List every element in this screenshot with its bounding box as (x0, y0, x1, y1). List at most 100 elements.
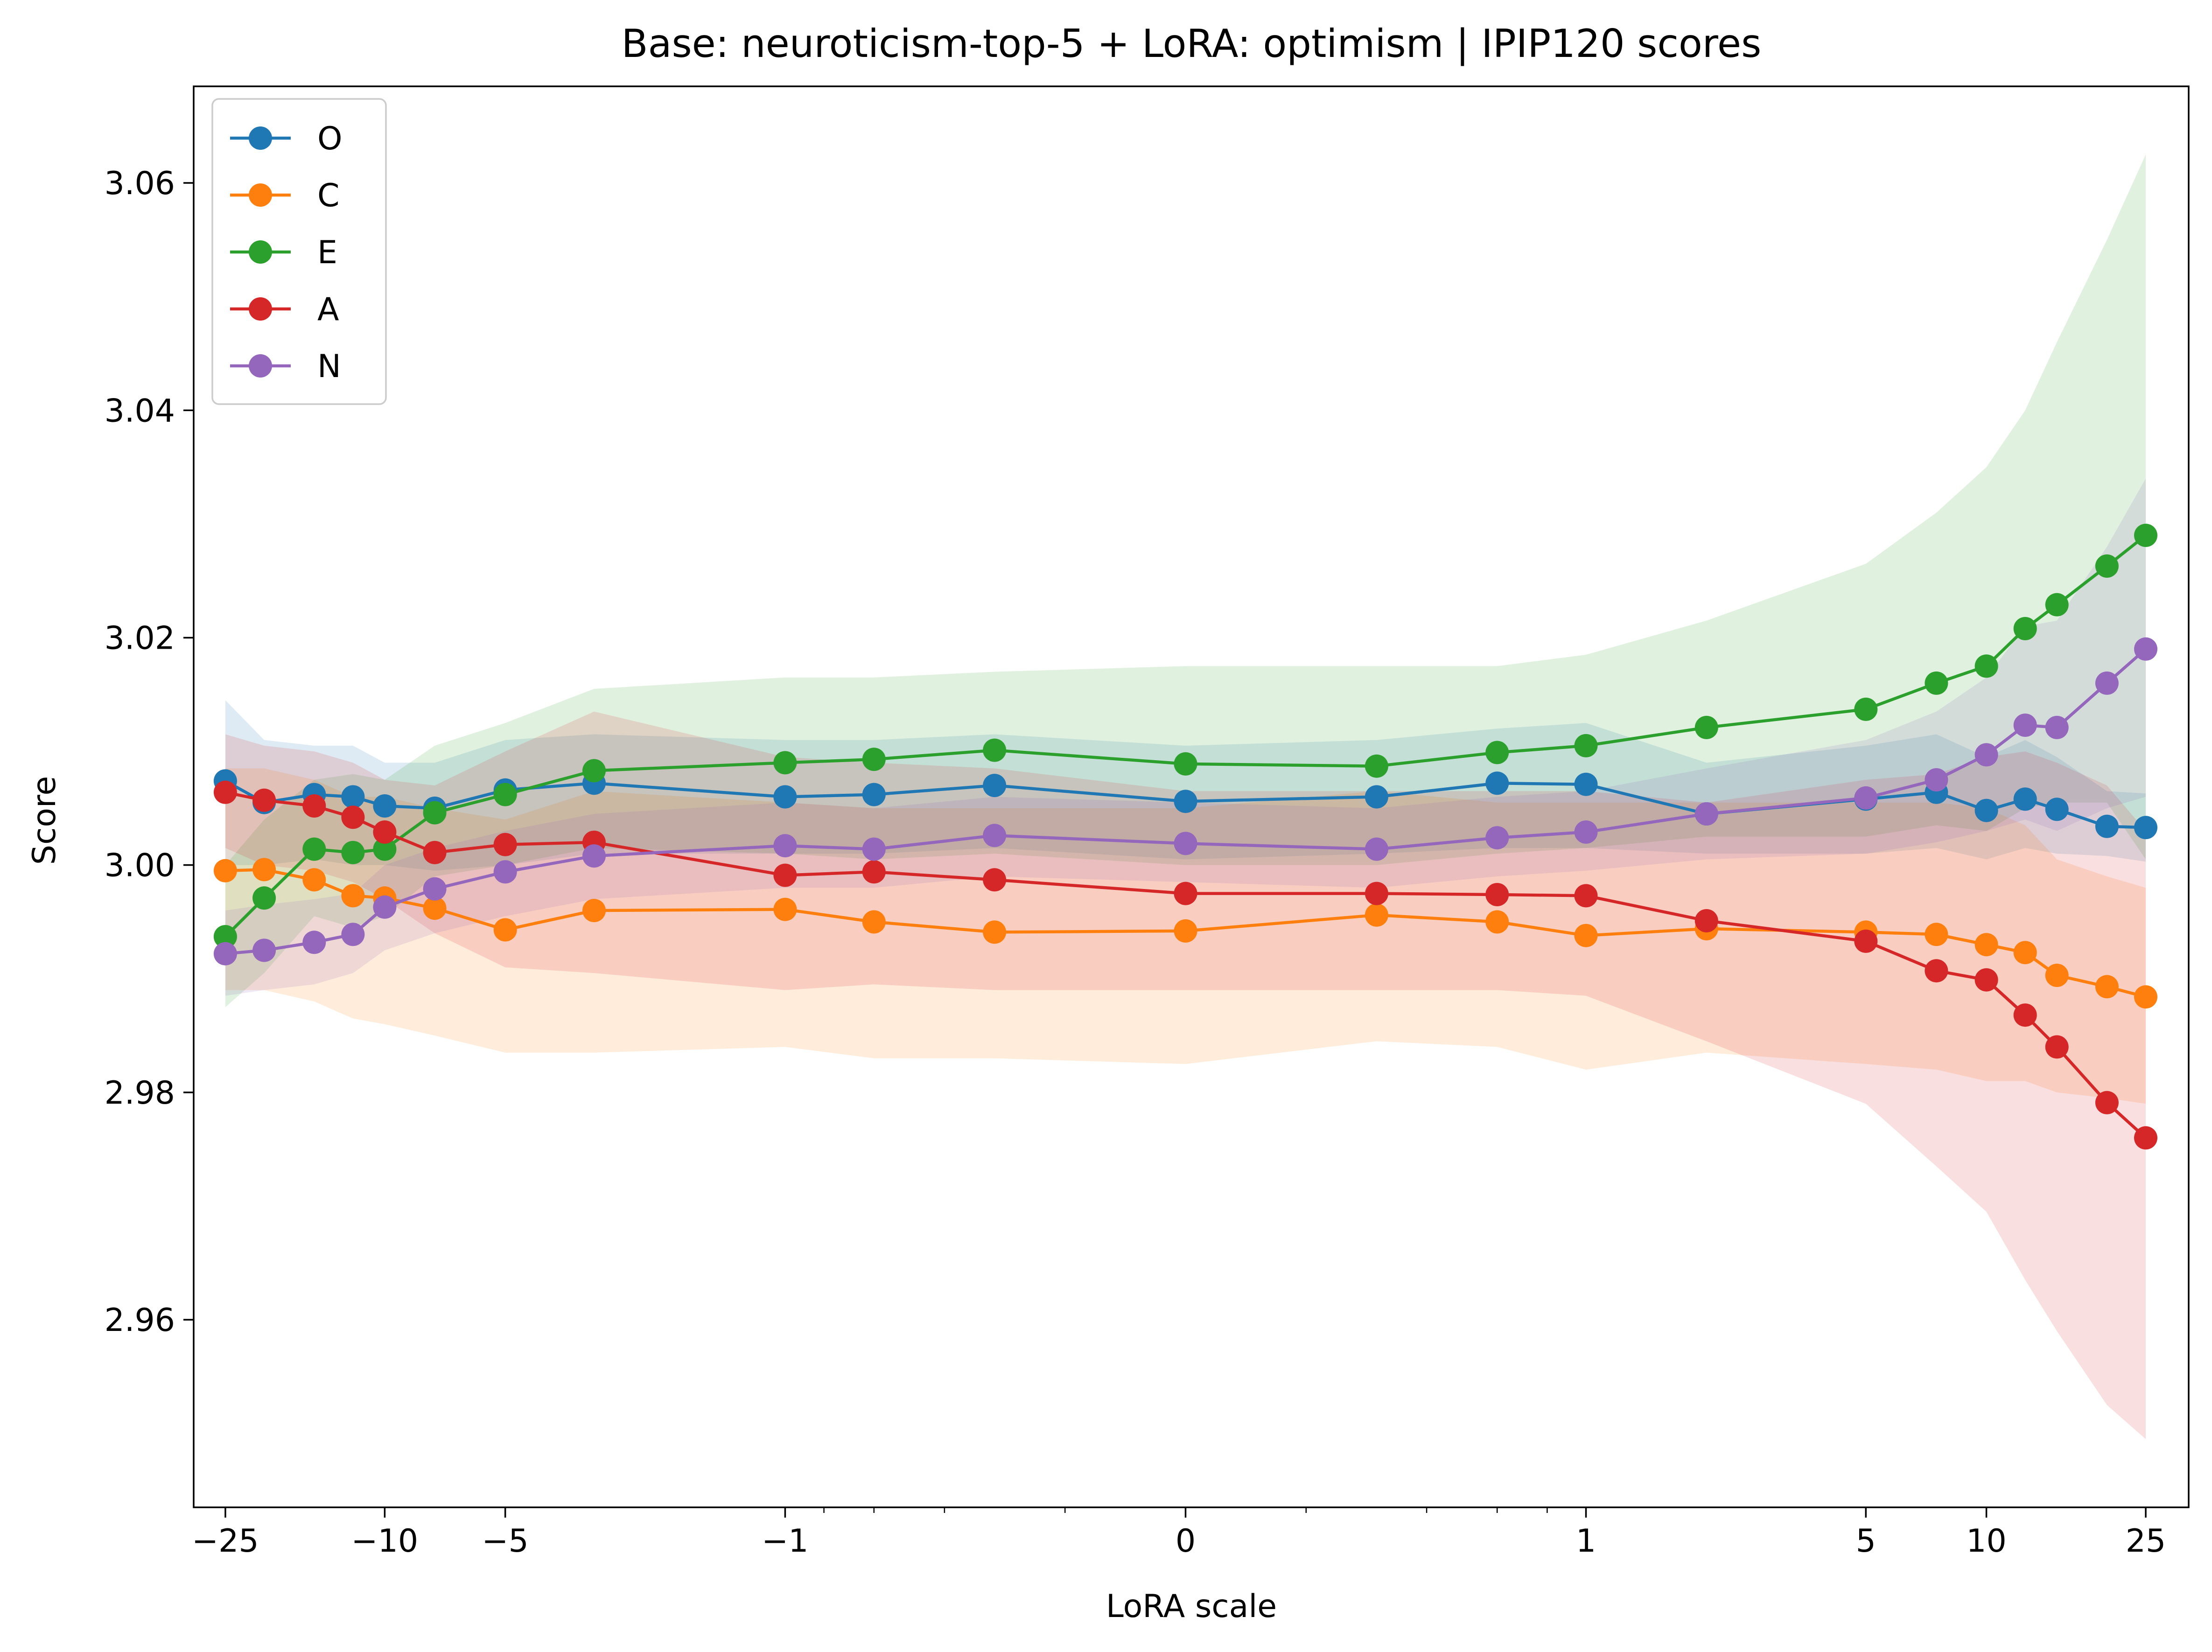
point-C-20 (2045, 964, 2069, 987)
x-axis-label: LoRA scale (1106, 1588, 1277, 1625)
point-E-21 (2095, 554, 2119, 578)
x-tick-label-0: −25 (192, 1523, 259, 1560)
point-O-20 (2045, 798, 2069, 821)
point-N-21 (2095, 671, 2119, 695)
point-E-22 (2134, 524, 2157, 547)
point-O-11 (1174, 790, 1197, 813)
y-axis-label: Score (26, 776, 63, 865)
y-tick-label-3: 3.02 (105, 620, 175, 657)
point-N-16 (1854, 786, 1878, 810)
x-tick-label-5: 1 (1576, 1523, 1596, 1560)
point-N-4 (373, 895, 397, 919)
legend-label-A: A (317, 291, 339, 328)
point-A-19 (2013, 1003, 2037, 1027)
point-N-13 (1485, 826, 1509, 850)
point-A-14 (1574, 884, 1598, 908)
point-E-16 (1854, 697, 1878, 721)
band-A (225, 711, 2146, 1439)
point-C-7 (582, 899, 606, 923)
point-N-11 (1174, 832, 1197, 855)
point-C-3 (341, 884, 365, 908)
point-N-10 (983, 824, 1007, 847)
point-E-3 (341, 840, 365, 864)
x-tick-label-4: 0 (1176, 1523, 1196, 1560)
point-N-22 (2134, 637, 2157, 661)
point-N-0 (213, 942, 237, 966)
y-tick-label-2: 3.00 (105, 847, 175, 884)
point-C-21 (2095, 975, 2119, 999)
point-E-12 (1365, 754, 1388, 778)
point-C-6 (493, 918, 517, 942)
point-C-1 (252, 858, 276, 882)
point-A-20 (2045, 1035, 2069, 1059)
point-O-19 (2013, 787, 2037, 811)
point-C-11 (1174, 919, 1197, 943)
point-C-5 (423, 896, 447, 920)
point-E-1 (252, 886, 276, 910)
point-A-9 (862, 860, 886, 884)
point-E-8 (773, 751, 797, 775)
point-E-15 (1694, 715, 1718, 739)
y-tick-label-5: 3.06 (105, 165, 175, 202)
point-E-17 (1925, 671, 1948, 695)
point-C-19 (2013, 941, 2037, 965)
point-E-14 (1574, 734, 1598, 757)
point-N-1 (252, 938, 276, 962)
legend-marker-N (249, 354, 272, 378)
point-O-4 (373, 794, 397, 818)
point-N-18 (1974, 743, 1998, 767)
point-N-5 (423, 877, 447, 901)
point-C-0 (213, 859, 237, 882)
point-N-20 (2045, 715, 2069, 739)
point-E-5 (423, 801, 447, 825)
point-C-22 (2134, 985, 2157, 1009)
point-A-3 (341, 805, 365, 829)
point-O-9 (862, 783, 886, 806)
point-O-13 (1485, 771, 1509, 795)
point-C-18 (1974, 933, 1998, 957)
point-O-21 (2095, 814, 2119, 838)
y-axis: 2.96 2.98 3.00 3.02 3.04 3.06 (105, 165, 194, 1339)
point-E-20 (2045, 593, 2069, 616)
legend-label-C: C (317, 177, 339, 214)
point-E-0 (213, 925, 237, 949)
point-A-17 (1925, 959, 1948, 983)
x-tick-label-8: 25 (2126, 1523, 2166, 1560)
point-C-13 (1485, 910, 1509, 934)
point-N-15 (1694, 802, 1718, 826)
y-tick-label-1: 2.98 (105, 1075, 175, 1112)
point-E-18 (1974, 654, 1998, 678)
series-points (213, 524, 2157, 1150)
point-O-12 (1365, 785, 1388, 809)
band-E (225, 154, 2146, 1008)
point-E-6 (493, 783, 517, 806)
point-E-10 (983, 738, 1007, 762)
point-A-22 (2134, 1126, 2157, 1150)
y-tick-label-4: 3.04 (105, 392, 175, 429)
point-N-9 (862, 837, 886, 861)
point-E-2 (302, 837, 326, 861)
point-A-10 (983, 868, 1007, 892)
legend-marker-O (249, 126, 272, 150)
point-A-8 (773, 863, 797, 887)
legend-label-E: E (317, 234, 337, 271)
point-C-8 (773, 897, 797, 921)
point-C-12 (1365, 903, 1388, 927)
point-N-8 (773, 834, 797, 858)
x-tick-label-2: −5 (482, 1523, 529, 1560)
point-N-12 (1365, 837, 1388, 861)
point-E-13 (1485, 741, 1509, 764)
point-E-4 (373, 837, 397, 861)
point-A-2 (302, 794, 326, 818)
point-A-21 (2095, 1091, 2119, 1114)
legend-marker-A (249, 297, 272, 321)
point-N-3 (341, 923, 365, 946)
point-C-9 (862, 910, 886, 934)
point-A-13 (1485, 883, 1509, 906)
point-E-19 (2013, 617, 2037, 640)
legend-label-N: N (317, 348, 341, 385)
point-N-2 (302, 931, 326, 954)
legend-box (211, 98, 387, 405)
point-N-7 (582, 844, 606, 868)
point-A-11 (1174, 882, 1197, 905)
